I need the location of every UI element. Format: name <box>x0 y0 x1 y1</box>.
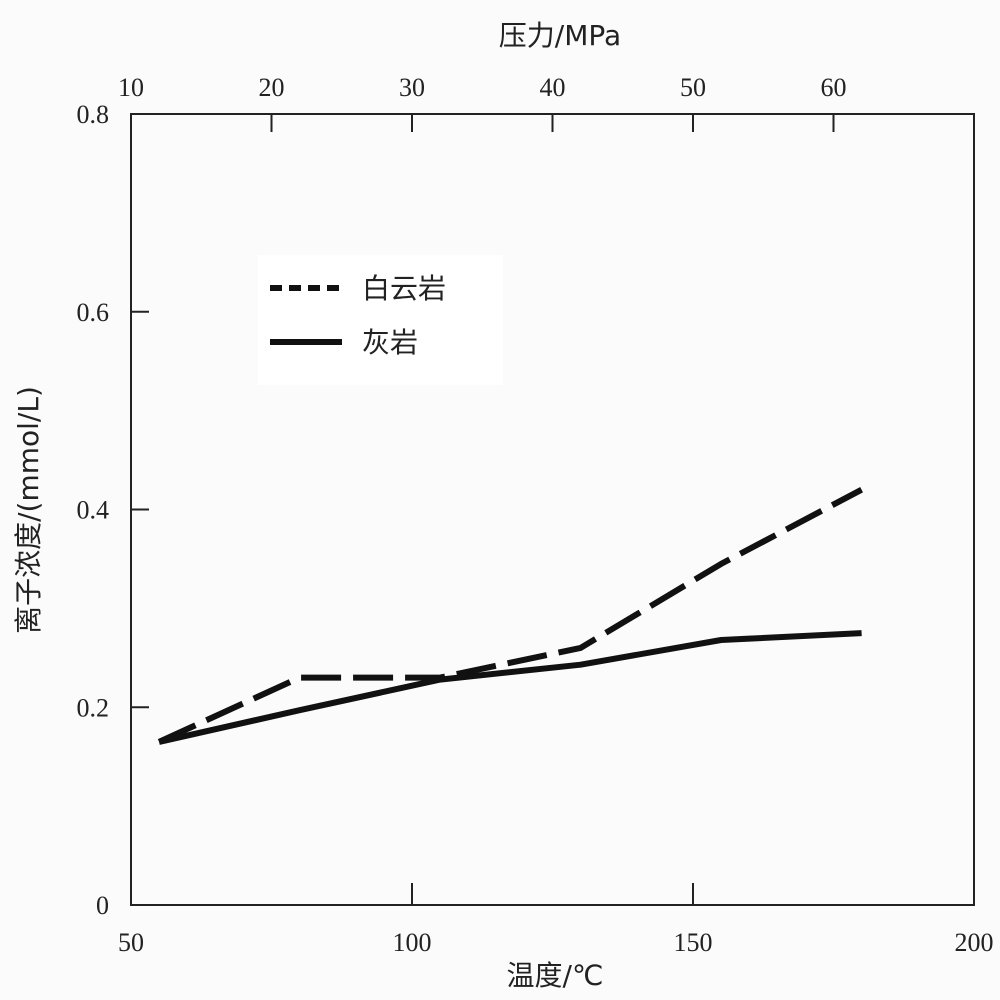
legend-label-limestone: 灰岩 <box>362 326 418 359</box>
plot-frame <box>130 113 975 906</box>
x-tick-label: 200 <box>955 928 994 957</box>
legend: 白云岩 灰岩 <box>258 255 503 385</box>
y-axis-title: 离子浓度/(mmol/L) <box>12 386 45 634</box>
legend-box <box>258 255 503 385</box>
series-line-dolomite <box>157 487 864 745</box>
top-x-axis-title: 压力/MPa <box>499 19 621 52</box>
series-layer <box>157 487 864 745</box>
top-x-tick-label: 20 <box>259 73 285 102</box>
y-tick-label: 0.4 <box>77 496 110 525</box>
x-axis-title: 温度/℃ <box>507 959 604 992</box>
top-x-tick-label: 50 <box>680 73 706 102</box>
top-x-tick-label: 10 <box>118 73 144 102</box>
series-line-limestone <box>158 630 862 745</box>
y-tick-label: 0 <box>96 891 109 920</box>
y-tick-label: 0.6 <box>77 298 110 327</box>
top-x-tick-label: 60 <box>821 73 847 102</box>
y-axis-ticks: 0 0.2 0.4 0.6 0.8 <box>77 100 149 920</box>
x-tick-label: 50 <box>118 928 144 957</box>
top-x-tick-label: 40 <box>540 73 566 102</box>
y-tick-label: 0.8 <box>77 100 110 129</box>
y-tick-label: 0.2 <box>77 693 110 722</box>
x-tick-label: 150 <box>674 928 713 957</box>
x-axis-ticks: 50 100 150 200 <box>118 883 994 957</box>
top-x-axis-ticks: 10 20 30 40 50 60 <box>118 73 847 132</box>
top-x-tick-label: 30 <box>399 73 425 102</box>
x-tick-label: 100 <box>393 928 432 957</box>
legend-label-dolomite: 白云岩 <box>362 272 446 305</box>
